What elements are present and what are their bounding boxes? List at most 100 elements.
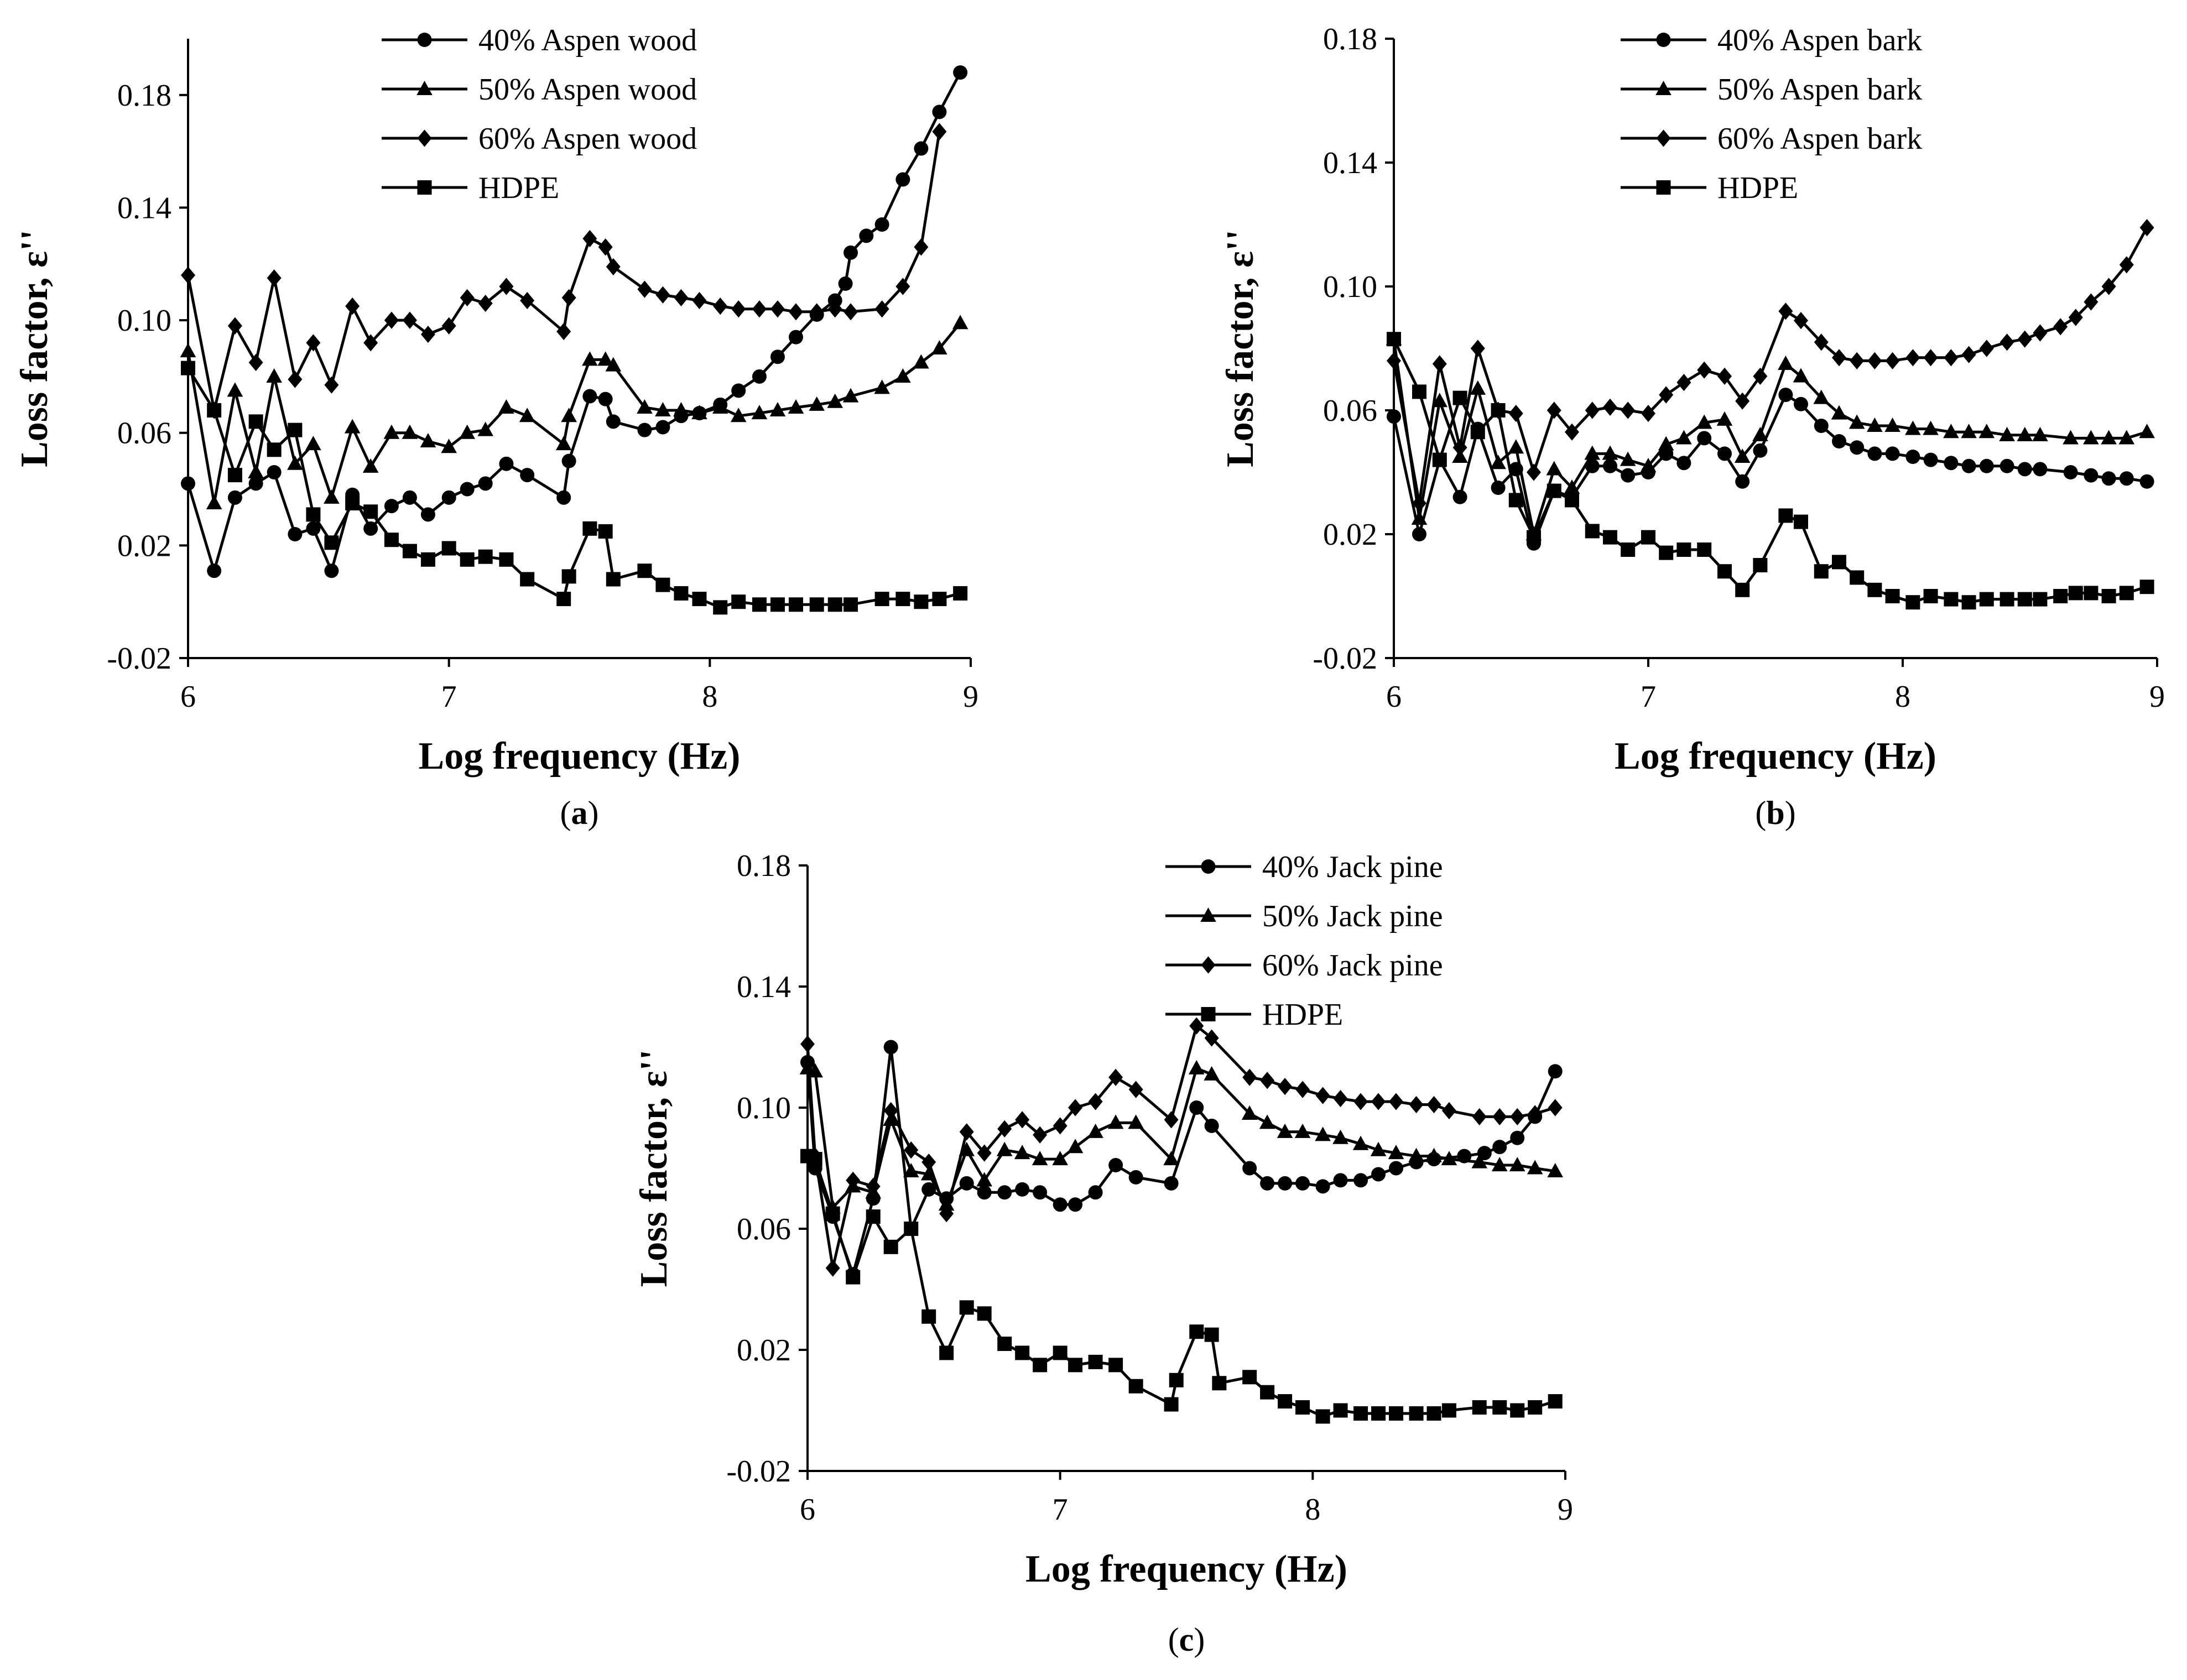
data-point [1848,414,1865,429]
y-tick-label: 0.18 [117,79,171,113]
data-point [1923,452,1938,467]
data-point [1491,403,1506,418]
data-point [288,422,303,437]
data-point [1241,1105,1258,1120]
data-point [1426,1147,1442,1162]
data-point [1492,1140,1507,1155]
data-point [637,280,652,298]
data-point [345,298,360,315]
data-point [1527,530,1541,545]
data-point [227,317,242,335]
data-point [1814,564,1829,579]
data-point [692,291,707,310]
data-point [846,1171,861,1189]
data-point [953,65,968,80]
panel-letter: a [571,795,588,831]
legend-marker [1656,33,1671,47]
data-point [895,172,910,187]
data-point [555,436,572,451]
data-point [1717,446,1732,461]
data-point [1867,582,1882,597]
data-point [1778,388,1793,402]
data-point [977,1144,992,1162]
data-point [932,592,947,607]
data-point [2101,471,2116,486]
data-point [420,433,436,448]
x-axis-title: Log frequency (Hz) [1025,1548,1347,1590]
legend-marker [417,33,432,47]
data-point [1333,1403,1348,1418]
data-point [1716,411,1733,426]
data-point [838,276,853,291]
data-point [324,564,339,578]
data-point [1867,446,1882,461]
data-point [674,289,689,306]
data-point [1621,401,1636,419]
data-point [1697,361,1712,379]
data-point [324,489,340,504]
data-point [227,382,243,397]
y-tick-label: 0.14 [1323,146,1377,180]
data-point [1735,392,1750,410]
data-point [2053,589,2068,603]
data-point [1409,1095,1424,1114]
data-point [939,1205,954,1223]
data-point [606,572,621,587]
data-point [1508,493,1523,508]
x-tick-label: 7 [1053,1493,1068,1527]
data-point [1585,524,1600,539]
data-point [1831,405,1847,420]
data-point [1814,419,1829,433]
data-point [1676,542,1691,557]
legend-entry: HDPE [382,171,559,205]
y-tick-label: 0.18 [1323,22,1377,56]
data-point [1242,1068,1257,1086]
data-point [1641,530,1655,545]
data-point [1492,1108,1507,1126]
data-point [959,1300,974,1315]
data-point [556,490,571,505]
legend-label: 40% Aspen bark [1717,23,1922,58]
data-point [2068,586,2083,601]
series-line [186,322,962,505]
legend-label: 40% Jack pine [1262,850,1443,884]
data-point [460,482,475,497]
data-point [921,1182,936,1197]
data-point [441,439,457,453]
data-point [2017,462,2032,477]
data-point [1565,423,1579,441]
data-point [883,1239,898,1254]
data-point [1832,555,1846,570]
data-point [1164,1397,1179,1412]
data-point [1088,1185,1103,1200]
data-point [1943,424,1959,439]
data-point [1278,1394,1293,1409]
series-diamond [181,123,947,419]
data-point [1432,452,1447,467]
data-point [1753,443,1768,458]
data-point [712,399,728,414]
data-point [939,1345,954,1360]
data-point [843,303,858,321]
chart-panel-a: -0.02 0.02 0.06 0.10 0.14 0.18 6 7 8 9 Log frequen… [13,23,978,831]
y-axis-title: Loss factor, ε'' [633,1050,675,1287]
data-point [499,552,514,567]
data-point [324,376,339,394]
data-point [1441,1403,1456,1418]
data-point [2119,471,2134,486]
data-point [441,541,456,556]
data-point [769,402,786,417]
legend-label: 50% Aspen wood [478,72,697,107]
data-point [1371,1167,1386,1182]
y-tick-label: 0.10 [1323,270,1377,304]
data-point [932,105,947,119]
data-point [606,258,621,275]
series-triangle [180,315,968,510]
data-point [914,141,929,156]
data-point [1814,333,1829,351]
data-point [1884,418,1900,432]
data-point [499,456,514,471]
data-point [1850,352,1865,369]
x-tick-label: 7 [441,680,457,714]
data-point [1676,374,1691,392]
